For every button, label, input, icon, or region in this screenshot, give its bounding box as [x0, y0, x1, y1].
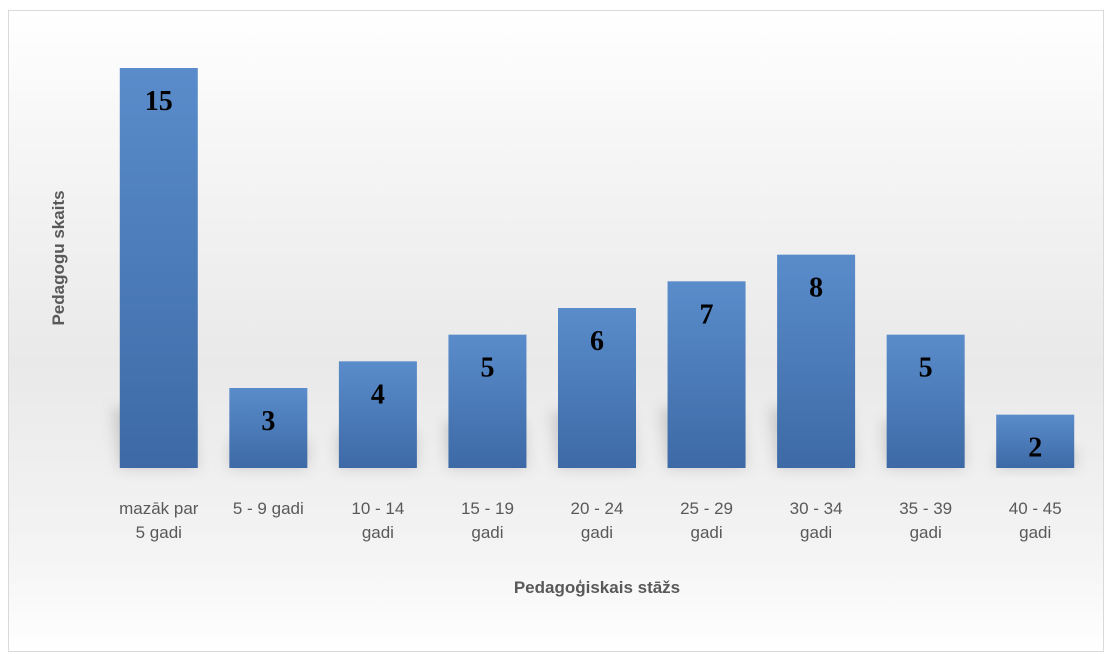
- data-label: 15: [145, 86, 173, 117]
- bar: [119, 68, 198, 468]
- category-label: 40 - 45 gadi: [1009, 499, 1062, 542]
- x-axis-label: Pedagoģiskais stāžs: [514, 578, 680, 597]
- category-label: 30 - 34 gadi: [790, 499, 843, 542]
- bar: [229, 388, 308, 468]
- data-label: 3: [261, 406, 275, 437]
- category-label: 15 - 19 gadi: [461, 499, 514, 542]
- category-label: mazāk par 5 gadi: [119, 499, 199, 542]
- bar: [558, 308, 636, 468]
- data-label: 4: [371, 379, 385, 410]
- bar: [996, 414, 1075, 468]
- category-label: 5 - 9 gadi: [233, 499, 304, 518]
- data-label: 2: [1028, 433, 1042, 464]
- bars: [119, 68, 1075, 468]
- bar: [667, 281, 746, 468]
- category-label: 20 - 24 gadi: [571, 499, 624, 542]
- category-label: 10 - 14 gadi: [351, 499, 404, 542]
- bar: [886, 334, 965, 468]
- data-label: 8: [809, 273, 823, 304]
- data-label: 5: [480, 353, 494, 384]
- category-labels: mazāk par 5 gadi 5 - 9 gadi 10 - 14 gadi 15 -…: [119, 499, 1062, 542]
- bar: [448, 334, 527, 468]
- data-label: 5: [919, 353, 933, 384]
- data-labels: 15 3 4 5 6 7 8 5 2: [145, 86, 1042, 464]
- category-label: 35 - 39 gadi: [899, 499, 952, 542]
- data-label: 7: [700, 299, 714, 330]
- bar: [777, 254, 856, 468]
- bar: [338, 361, 417, 468]
- data-label: 6: [590, 326, 604, 357]
- y-axis-label: Pedagogu skaits: [49, 190, 68, 325]
- category-label: 25 - 29 gadi: [680, 499, 733, 542]
